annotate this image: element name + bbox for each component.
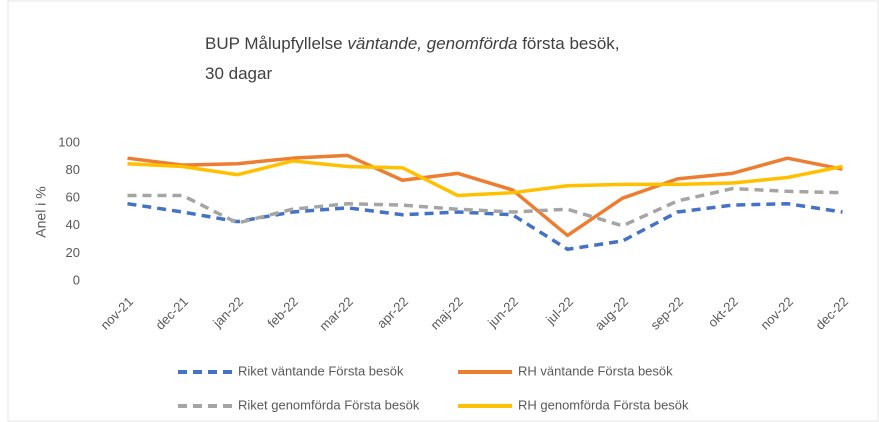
y-axis-label: Anel i % — [33, 186, 49, 237]
y-tick-label: 100 — [58, 134, 80, 149]
x-tick-label: feb-22 — [264, 294, 301, 331]
y-tick-label: 40 — [66, 217, 80, 232]
line-series — [127, 159, 843, 198]
x-tick-label: dec-22 — [812, 294, 851, 333]
chart-title: 30 dagar — [205, 64, 272, 83]
legend-label: RH genomförda Första besök — [518, 397, 689, 412]
x-tick-label: aug-22 — [592, 294, 631, 333]
x-tick-label: mar-22 — [316, 294, 356, 334]
y-tick-label: 80 — [66, 162, 80, 177]
title-segment: första besök, — [517, 34, 619, 53]
x-tick-label: sep-22 — [647, 294, 686, 333]
x-tick-label: nov-22 — [757, 294, 796, 333]
title-segment: BUP Målupfyllelse — [205, 34, 347, 53]
y-tick-label: 20 — [66, 245, 80, 260]
title-segment: 30 dagar — [205, 64, 272, 83]
chart-title: BUP Målupfyllelse väntande, genomförda f… — [205, 34, 620, 53]
y-tick-label: 60 — [66, 190, 80, 205]
x-tick-label: nov-21 — [97, 294, 136, 333]
line-series — [127, 186, 843, 228]
legend-label: RH väntande Första besök — [518, 363, 673, 378]
x-tick-label: jun-22 — [484, 294, 521, 331]
x-tick-label: apr-22 — [374, 294, 411, 331]
legend-label: Riket väntande Första besök — [238, 363, 404, 378]
line-series — [127, 153, 843, 238]
y-tick-label: 0 — [73, 272, 80, 287]
legend-label: Riket genomförda Första besök — [238, 397, 420, 412]
chart-frame — [7, 0, 879, 422]
x-tick-label: maj-22 — [427, 294, 466, 333]
title-segment: väntande, genomförda — [347, 34, 517, 53]
x-tick-label: dec-21 — [152, 294, 191, 333]
x-tick-label: jul-22 — [542, 294, 576, 328]
x-tick-label: okt-22 — [705, 294, 741, 330]
x-tick-label: jan-22 — [209, 294, 246, 331]
